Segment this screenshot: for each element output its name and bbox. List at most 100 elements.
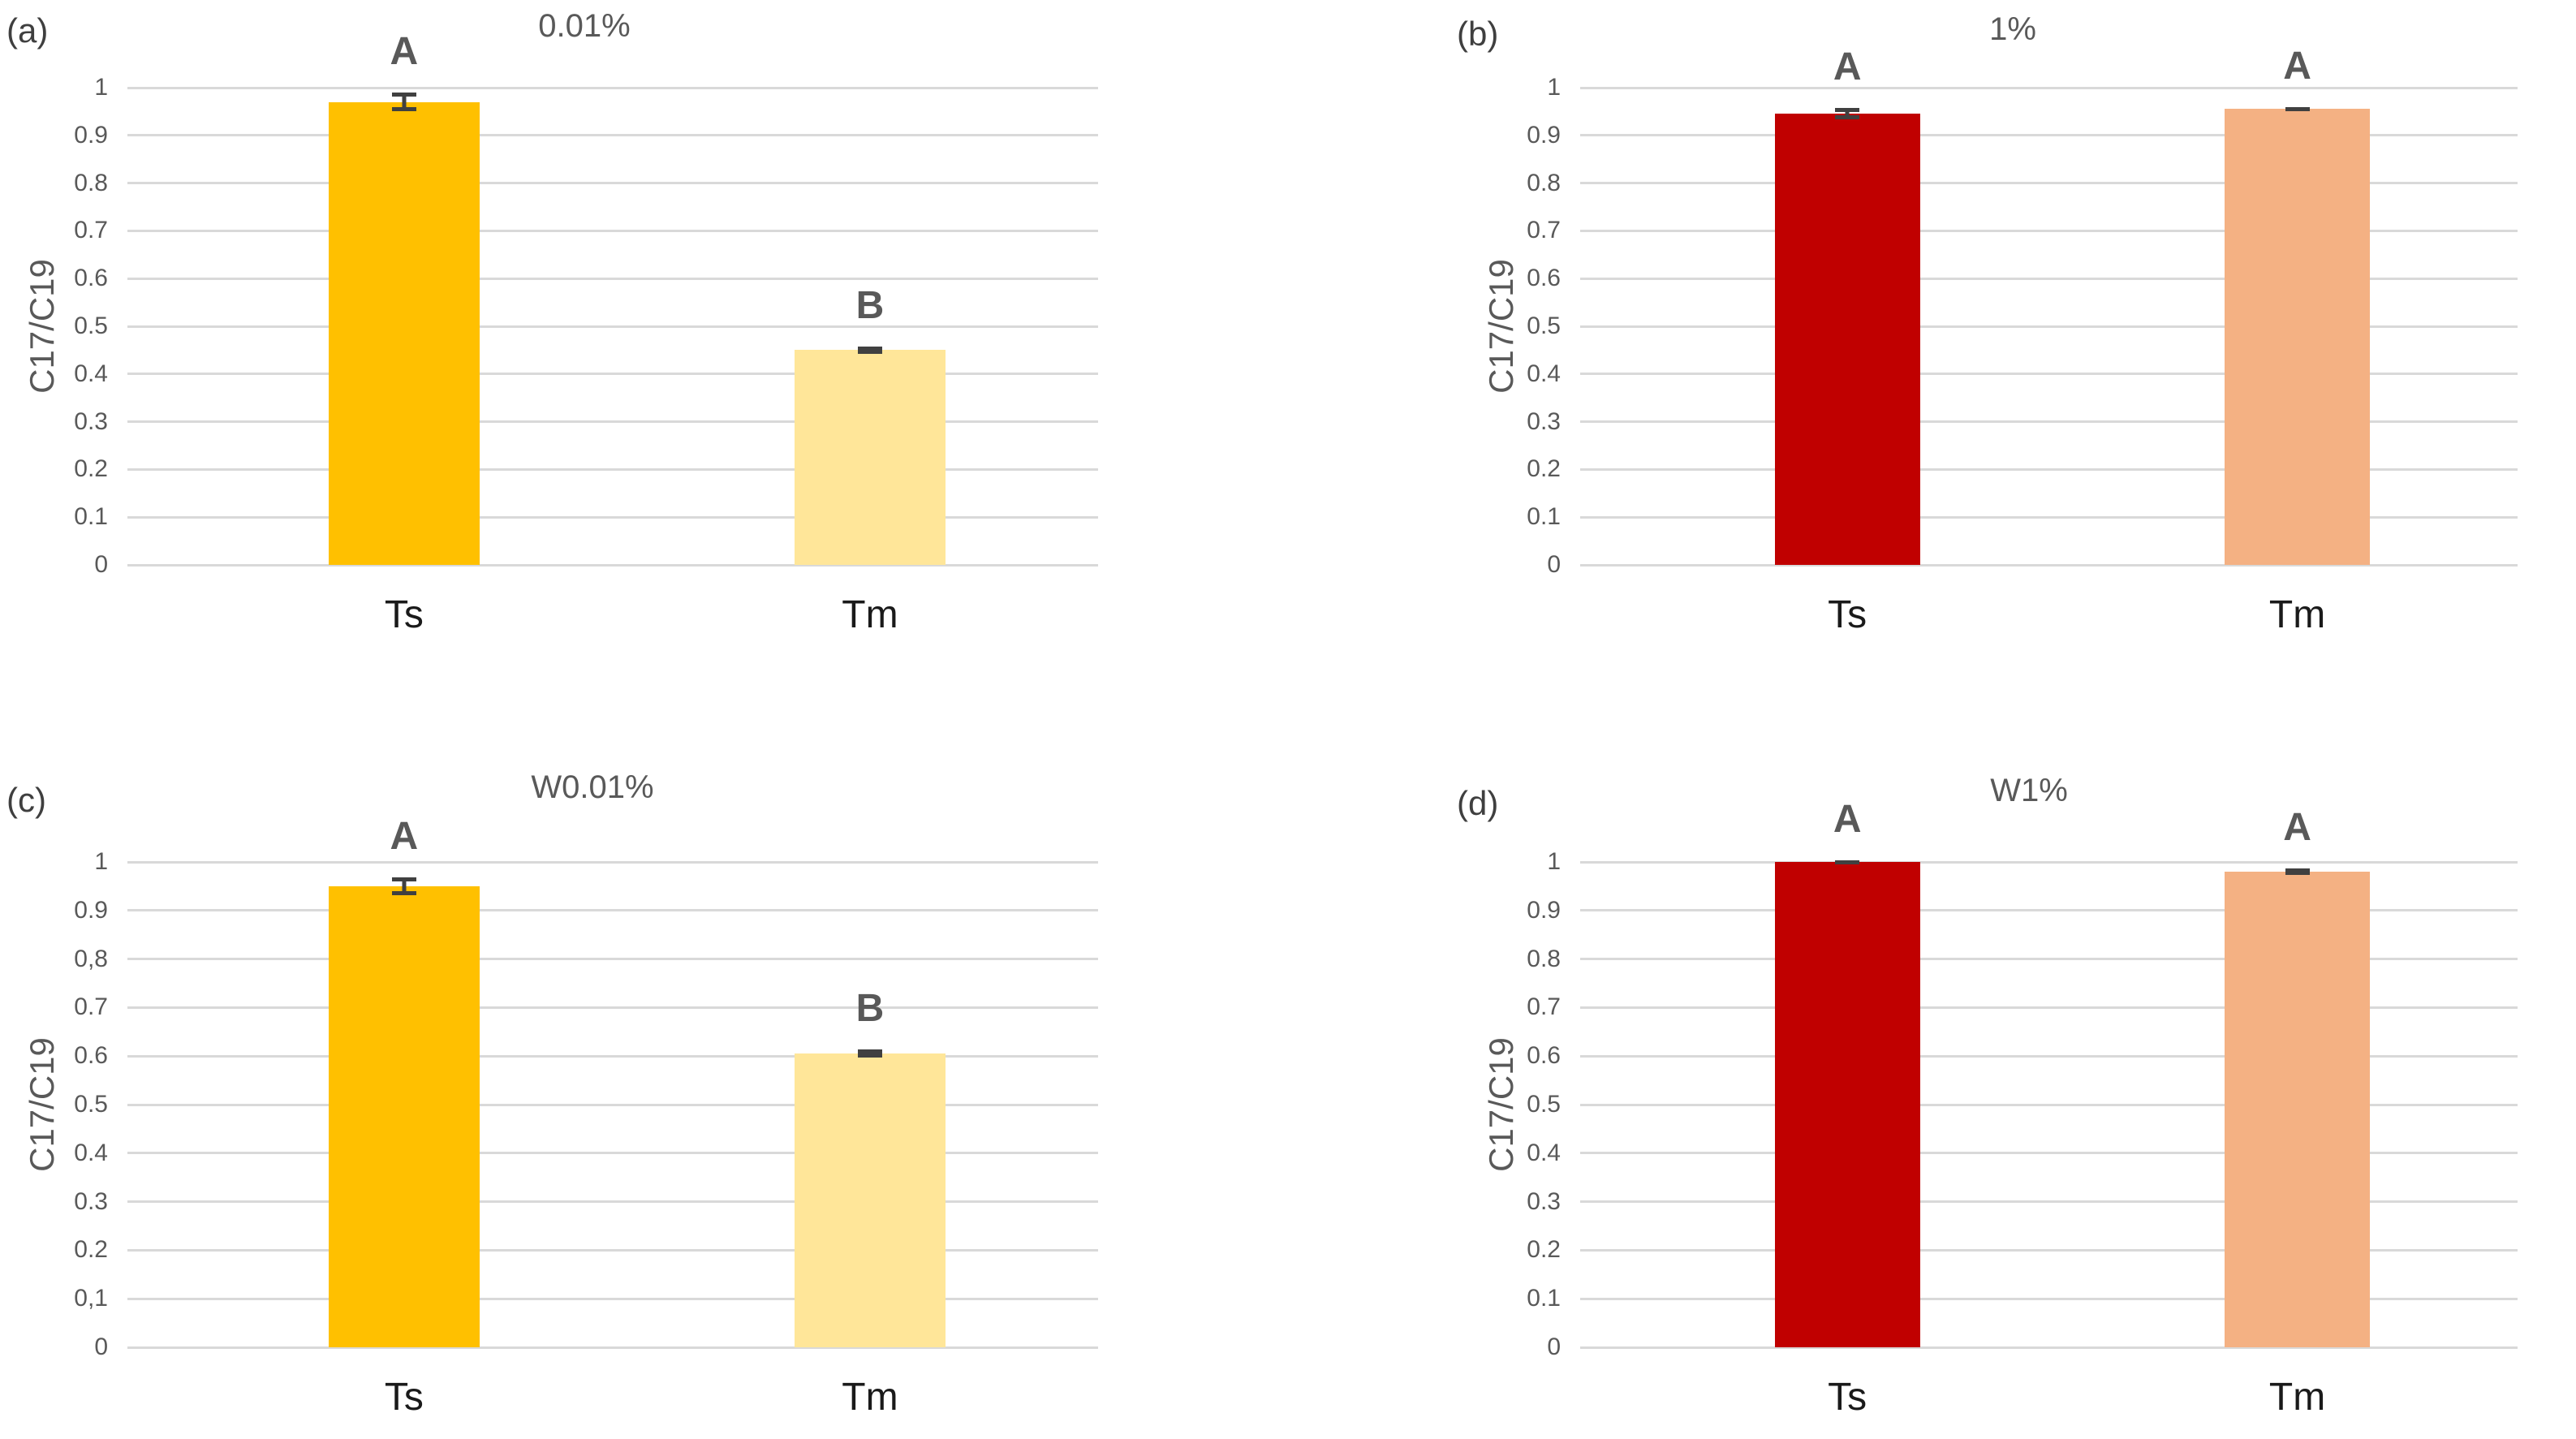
- error-bar-cap-bottom: [1835, 115, 1860, 120]
- gridline: [1580, 86, 2518, 89]
- gridline: [127, 1200, 1098, 1204]
- y-axis-tick-label: 0.4: [74, 360, 108, 387]
- plot-area: 1 0.9 0.8 0.7 0.6 0.5 0.4 0.3 0.2 0.1 0 A Ts B Tm: [74, 30, 1098, 636]
- y-axis-tick-label: 1: [94, 74, 108, 101]
- significance-letter: A: [390, 29, 419, 73]
- gridline: [1580, 1346, 2518, 1349]
- gridline: [1580, 958, 2518, 961]
- y-axis-tick-label: 0.6: [1527, 265, 1561, 292]
- y-axis-tick-label: 0.9: [1527, 121, 1561, 149]
- gridline: [1580, 1200, 2518, 1204]
- gridline: [1580, 182, 2518, 185]
- y-axis-tick-label: 0.1: [1527, 503, 1561, 531]
- y-axis-tick-label: 0.4: [1527, 360, 1561, 387]
- x-axis-category-label: Tm: [2268, 593, 2326, 636]
- significance-letter: A: [1833, 797, 1862, 841]
- y-axis-tick-label: 0.2: [74, 455, 108, 483]
- gridline: [1580, 1054, 2518, 1058]
- gridline: [1580, 1248, 2518, 1252]
- error-bar-cap-top: [391, 877, 416, 882]
- y-axis-tick-label: 0.6: [74, 1042, 108, 1070]
- y-axis-tick-label: 0.2: [74, 1236, 108, 1264]
- gridline: [1580, 1103, 2518, 1106]
- gridline: [127, 1054, 1098, 1058]
- gridline: [1580, 563, 2518, 567]
- gridline: [127, 860, 1098, 864]
- y-axis-tick-label: 0.8: [74, 169, 108, 196]
- gridline: [127, 134, 1098, 137]
- gridline: [1580, 909, 2518, 912]
- gridline: [1580, 1297, 2518, 1300]
- gridline: [1580, 134, 2518, 137]
- y-axis-tick-label: 0.1: [74, 503, 108, 531]
- y-axis-tick-label: 0.2: [1527, 455, 1561, 483]
- bar-tm: [2225, 871, 2371, 1347]
- y-axis-tick-label: 0.5: [1527, 312, 1561, 339]
- x-axis-category-label: Ts: [1828, 1376, 1867, 1419]
- plot-area: 1 0.9 0.8 0.7 0.6 0.5 0.4 0.3 0.2 0.1 0 A Ts A Tm: [1527, 45, 2518, 636]
- gridline: [127, 1346, 1098, 1349]
- y-axis-tick-label: 0.7: [1527, 217, 1561, 244]
- gridline: [127, 182, 1098, 185]
- gridline: [127, 229, 1098, 232]
- gridline: [127, 1248, 1098, 1252]
- gridline: [1580, 1006, 2518, 1009]
- significance-letter: A: [2283, 806, 2311, 850]
- y-axis-tick-label: 0: [94, 551, 108, 578]
- error-bar-cap-bottom: [2285, 107, 2310, 112]
- significance-letter: A: [390, 815, 419, 859]
- y-axis-tick-label: 0.7: [1527, 993, 1561, 1021]
- plot-area: 1 0.9 0,8 0.7 0.6 0.5 0.4 0.3 0.2 0,1 0 A Ts B Tm: [74, 815, 1098, 1419]
- panel-title: 0.01%: [538, 8, 631, 44]
- y-axis-tick-label: 0.2: [1527, 1236, 1561, 1264]
- x-axis-category-label: Ts: [384, 593, 424, 636]
- y-axis-tick-label: 0.5: [74, 1091, 108, 1118]
- gridline: [127, 1006, 1098, 1009]
- panel-title: W1%: [1990, 773, 2068, 808]
- panel-label: (c): [6, 781, 46, 819]
- bar-tm: [795, 350, 946, 565]
- panel-label: (a): [6, 11, 49, 50]
- x-axis-category-label: Tm: [842, 1376, 898, 1419]
- significance-letter: B: [855, 283, 885, 327]
- error-bar-ts: [1835, 108, 1860, 120]
- y-axis-tick-label: 0.4: [1527, 1139, 1561, 1166]
- error-bar-cap-top: [1835, 108, 1860, 113]
- gridline: [1580, 1152, 2518, 1155]
- y-axis-tick-label: 0.9: [74, 896, 108, 924]
- significance-letter: A: [1833, 45, 1862, 89]
- bar-tm: [795, 1053, 946, 1347]
- x-axis-category-label: Ts: [1828, 593, 1867, 636]
- gridline: [1580, 515, 2518, 519]
- error-bar-line: [402, 877, 407, 895]
- bar-ts: [1774, 114, 1920, 565]
- y-axis-tick-label: 0,8: [74, 945, 108, 972]
- gridline: [127, 373, 1098, 376]
- y-axis-title: C17/C19: [1482, 259, 1520, 394]
- gridline: [127, 325, 1098, 328]
- y-axis-tick-label: 0.9: [74, 121, 108, 149]
- y-axis-tick-label: 0.4: [74, 1139, 108, 1166]
- error-bar-line: [1845, 108, 1850, 120]
- error-bar-cap-top: [857, 1049, 882, 1054]
- y-axis-tick-label: 0.8: [1527, 945, 1561, 972]
- y-axis-tick-label: 0.6: [74, 265, 108, 292]
- gridline: [127, 515, 1098, 519]
- y-axis-tick-label: 0.7: [74, 217, 108, 244]
- error-bar-cap-bottom: [391, 890, 416, 895]
- y-axis-title: C17/C19: [23, 259, 61, 394]
- y-axis-tick-label: 0.5: [1527, 1091, 1561, 1118]
- bar-tm: [2225, 109, 2371, 565]
- error-bar-cap-bottom: [857, 1053, 882, 1058]
- gridline: [127, 277, 1098, 280]
- y-axis-tick-label: 0.3: [1527, 1187, 1561, 1215]
- gridline: [1580, 229, 2518, 232]
- error-bar-line: [402, 92, 407, 112]
- y-axis-tick-label: 1: [1547, 848, 1561, 875]
- x-axis-category-label: Tm: [842, 593, 898, 636]
- error-bar-tm: [2285, 868, 2310, 875]
